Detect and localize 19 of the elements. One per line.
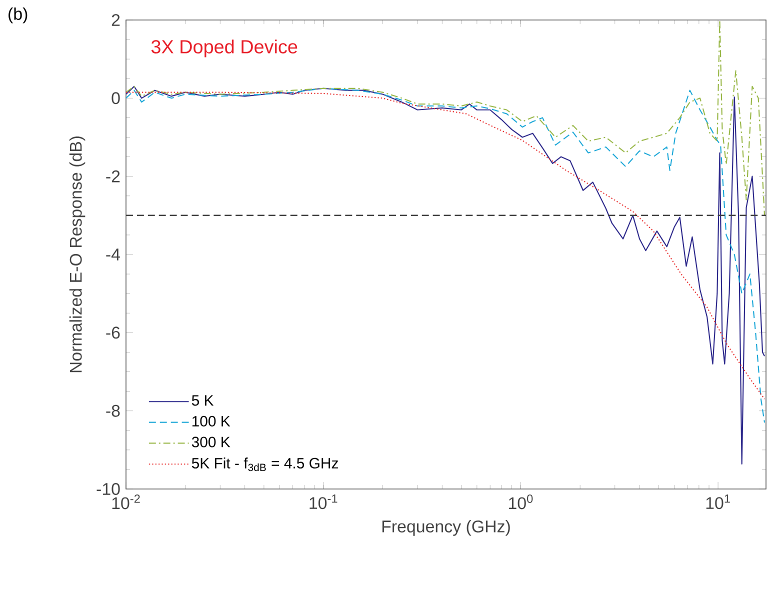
y-tick-label: 2 [112, 14, 120, 26]
y-tick-label: 0 [112, 92, 120, 104]
y-tick-label: -4 [106, 248, 120, 260]
x-tick-label: 10$^{0}$ [509, 494, 533, 510]
legend-label: 5 K [192, 395, 214, 406]
y-tick-label: -10 [96, 483, 120, 495]
x-axis-title: Frequency (GHz) [382, 520, 510, 536]
annotation: 3X Doped Device [151, 40, 298, 58]
y-axis-title: Normalized E-O Response (dB) [69, 136, 86, 372]
y-tick-label: -8 [106, 404, 120, 417]
x-tick-label: 10$^{-2}$ [112, 494, 140, 510]
x-tick-label: 10$^{1}$ [706, 494, 730, 510]
x-tick-label: 10$^{-1}$ [310, 494, 338, 510]
legend-label: 5K Fit - f$_{3dB}$ = 4.5 GHz [192, 458, 338, 472]
y-tick-label: -6 [106, 326, 120, 339]
text: (b) [8, 8, 28, 24]
legend-label: 100 K [192, 416, 230, 427]
legend-label: 300 K [192, 436, 230, 448]
y-tick-label: -2 [106, 170, 120, 182]
